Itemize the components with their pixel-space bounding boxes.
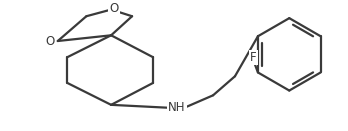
Text: O: O (46, 34, 55, 48)
Text: O: O (109, 2, 119, 15)
Text: NH: NH (168, 101, 185, 114)
Text: F: F (250, 51, 256, 64)
